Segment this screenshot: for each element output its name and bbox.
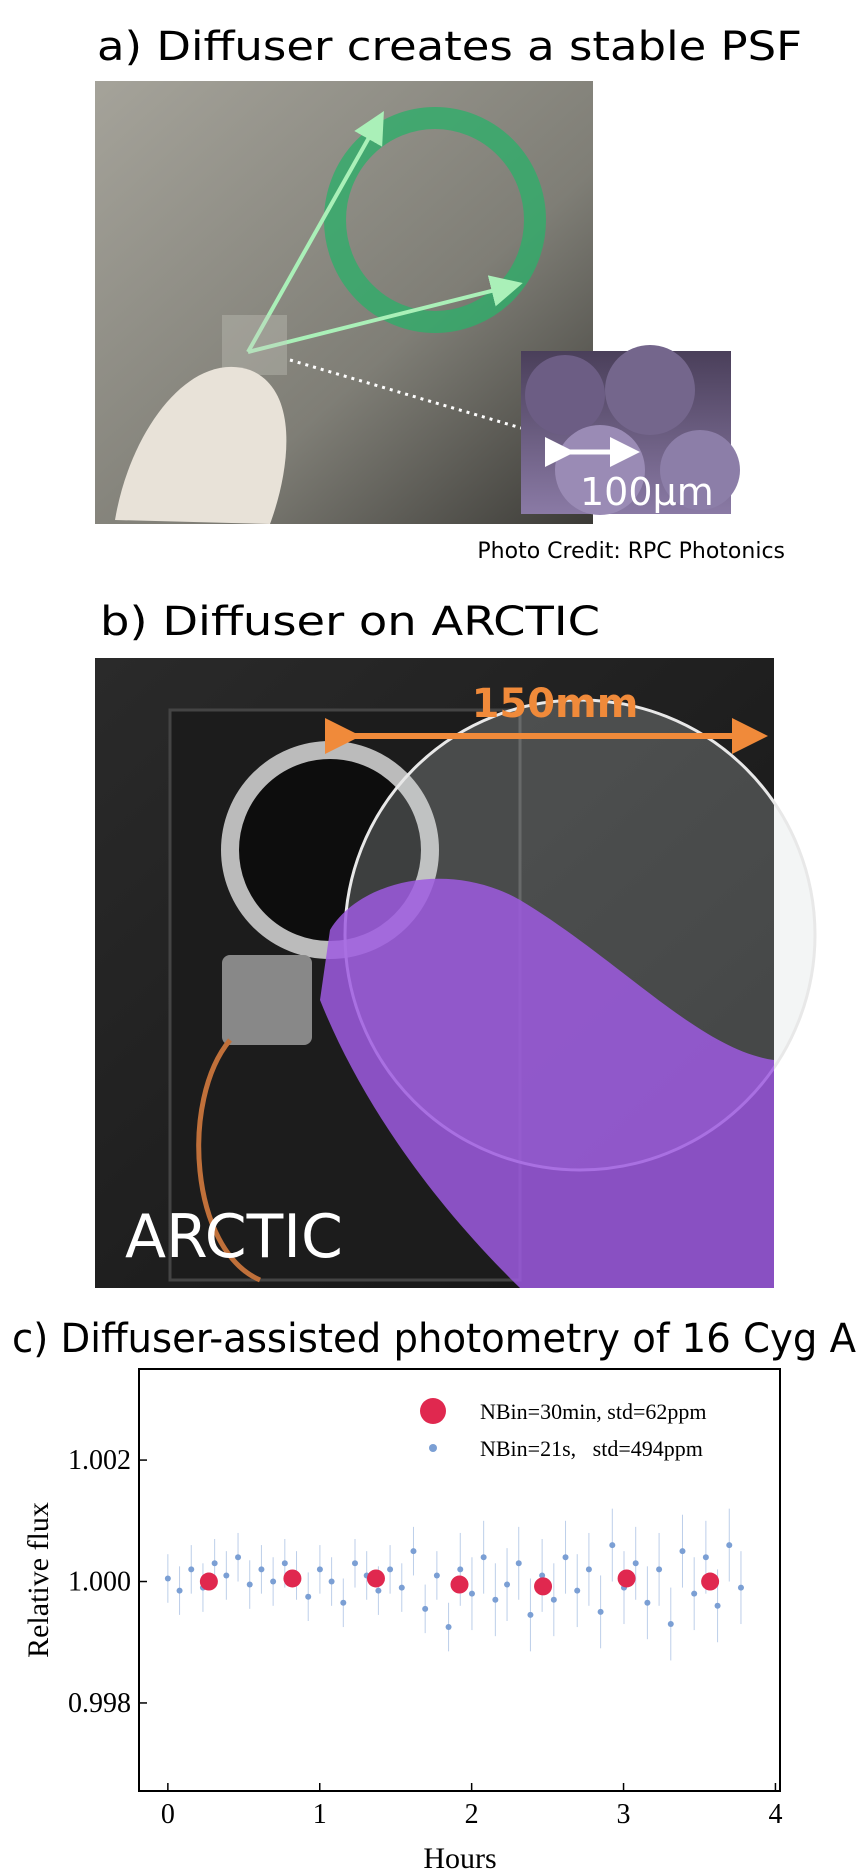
point	[351, 1560, 358, 1567]
point	[550, 1596, 557, 1603]
legend-marker	[420, 1398, 446, 1424]
inset-photo	[521, 345, 740, 515]
point	[340, 1599, 347, 1606]
point	[281, 1560, 288, 1567]
point	[283, 1569, 302, 1588]
point	[726, 1542, 733, 1549]
y-tick-label: 0.998	[68, 1688, 131, 1719]
point	[246, 1581, 253, 1588]
y-tick-label: 1.002	[68, 1445, 131, 1476]
panel-a-title: a) Diffuser creates a stable PSF	[97, 24, 802, 70]
point	[534, 1577, 553, 1596]
y-tick-label: 1.000	[68, 1567, 131, 1598]
point	[597, 1608, 604, 1615]
point	[617, 1569, 636, 1588]
plot-frame	[138, 1368, 781, 1792]
point	[433, 1572, 440, 1579]
point	[164, 1575, 171, 1582]
point	[188, 1566, 195, 1573]
photo-credit: Photo Credit: RPC Photonics	[477, 539, 785, 564]
point	[235, 1554, 242, 1561]
point	[527, 1611, 534, 1618]
point	[539, 1572, 546, 1579]
point	[450, 1575, 469, 1594]
point	[270, 1578, 277, 1585]
point	[305, 1593, 312, 1600]
point	[211, 1560, 218, 1567]
point	[375, 1587, 382, 1594]
scale-label: 150mm	[472, 681, 639, 727]
point	[398, 1584, 405, 1591]
point	[691, 1590, 698, 1597]
point	[328, 1578, 335, 1585]
point	[679, 1548, 686, 1555]
point	[609, 1542, 616, 1549]
point	[258, 1566, 265, 1573]
y-axis-label: Relative flux	[22, 1502, 55, 1658]
point	[515, 1560, 522, 1567]
chart-title: c) Diffuser-assisted photometry of 16 Cy…	[12, 1316, 857, 1362]
x-axis-label: Hours	[423, 1842, 496, 1874]
point	[656, 1566, 663, 1573]
point	[702, 1554, 709, 1561]
point	[223, 1572, 230, 1579]
point	[562, 1554, 569, 1561]
point	[457, 1566, 464, 1573]
x-tick-label: 0	[161, 1799, 175, 1830]
point	[199, 1572, 218, 1591]
series	[199, 1569, 720, 1596]
x-tick-label: 3	[617, 1799, 631, 1830]
point	[585, 1566, 592, 1573]
point	[737, 1584, 744, 1591]
point	[176, 1587, 183, 1594]
point	[480, 1554, 487, 1561]
panel-b-title: b) Diffuser on ARCTIC	[100, 599, 600, 645]
point	[366, 1569, 385, 1588]
point	[422, 1605, 429, 1612]
x-tick-label: 1	[313, 1799, 327, 1830]
point	[504, 1581, 511, 1588]
legend-label: NBin=30min, std=62ppm	[480, 1399, 707, 1424]
point	[316, 1566, 323, 1573]
x-tick-label: 4	[768, 1799, 782, 1830]
point	[667, 1621, 674, 1628]
series	[164, 1508, 744, 1661]
point	[445, 1624, 452, 1631]
point	[410, 1548, 417, 1555]
point	[714, 1602, 721, 1609]
legend-label: NBin=21s, std=494ppm	[480, 1436, 703, 1461]
point	[492, 1596, 499, 1603]
point	[387, 1566, 394, 1573]
point	[644, 1599, 651, 1606]
scale-label: 100μm	[580, 470, 714, 514]
photo-a	[95, 81, 593, 524]
photo-b	[95, 658, 817, 1288]
point	[468, 1590, 475, 1597]
x-tick-label: 2	[465, 1799, 479, 1830]
instrument-label: ARCTIC	[125, 1202, 343, 1272]
point	[574, 1587, 581, 1594]
point	[701, 1572, 720, 1591]
point	[632, 1560, 639, 1567]
legend-marker	[429, 1444, 437, 1452]
